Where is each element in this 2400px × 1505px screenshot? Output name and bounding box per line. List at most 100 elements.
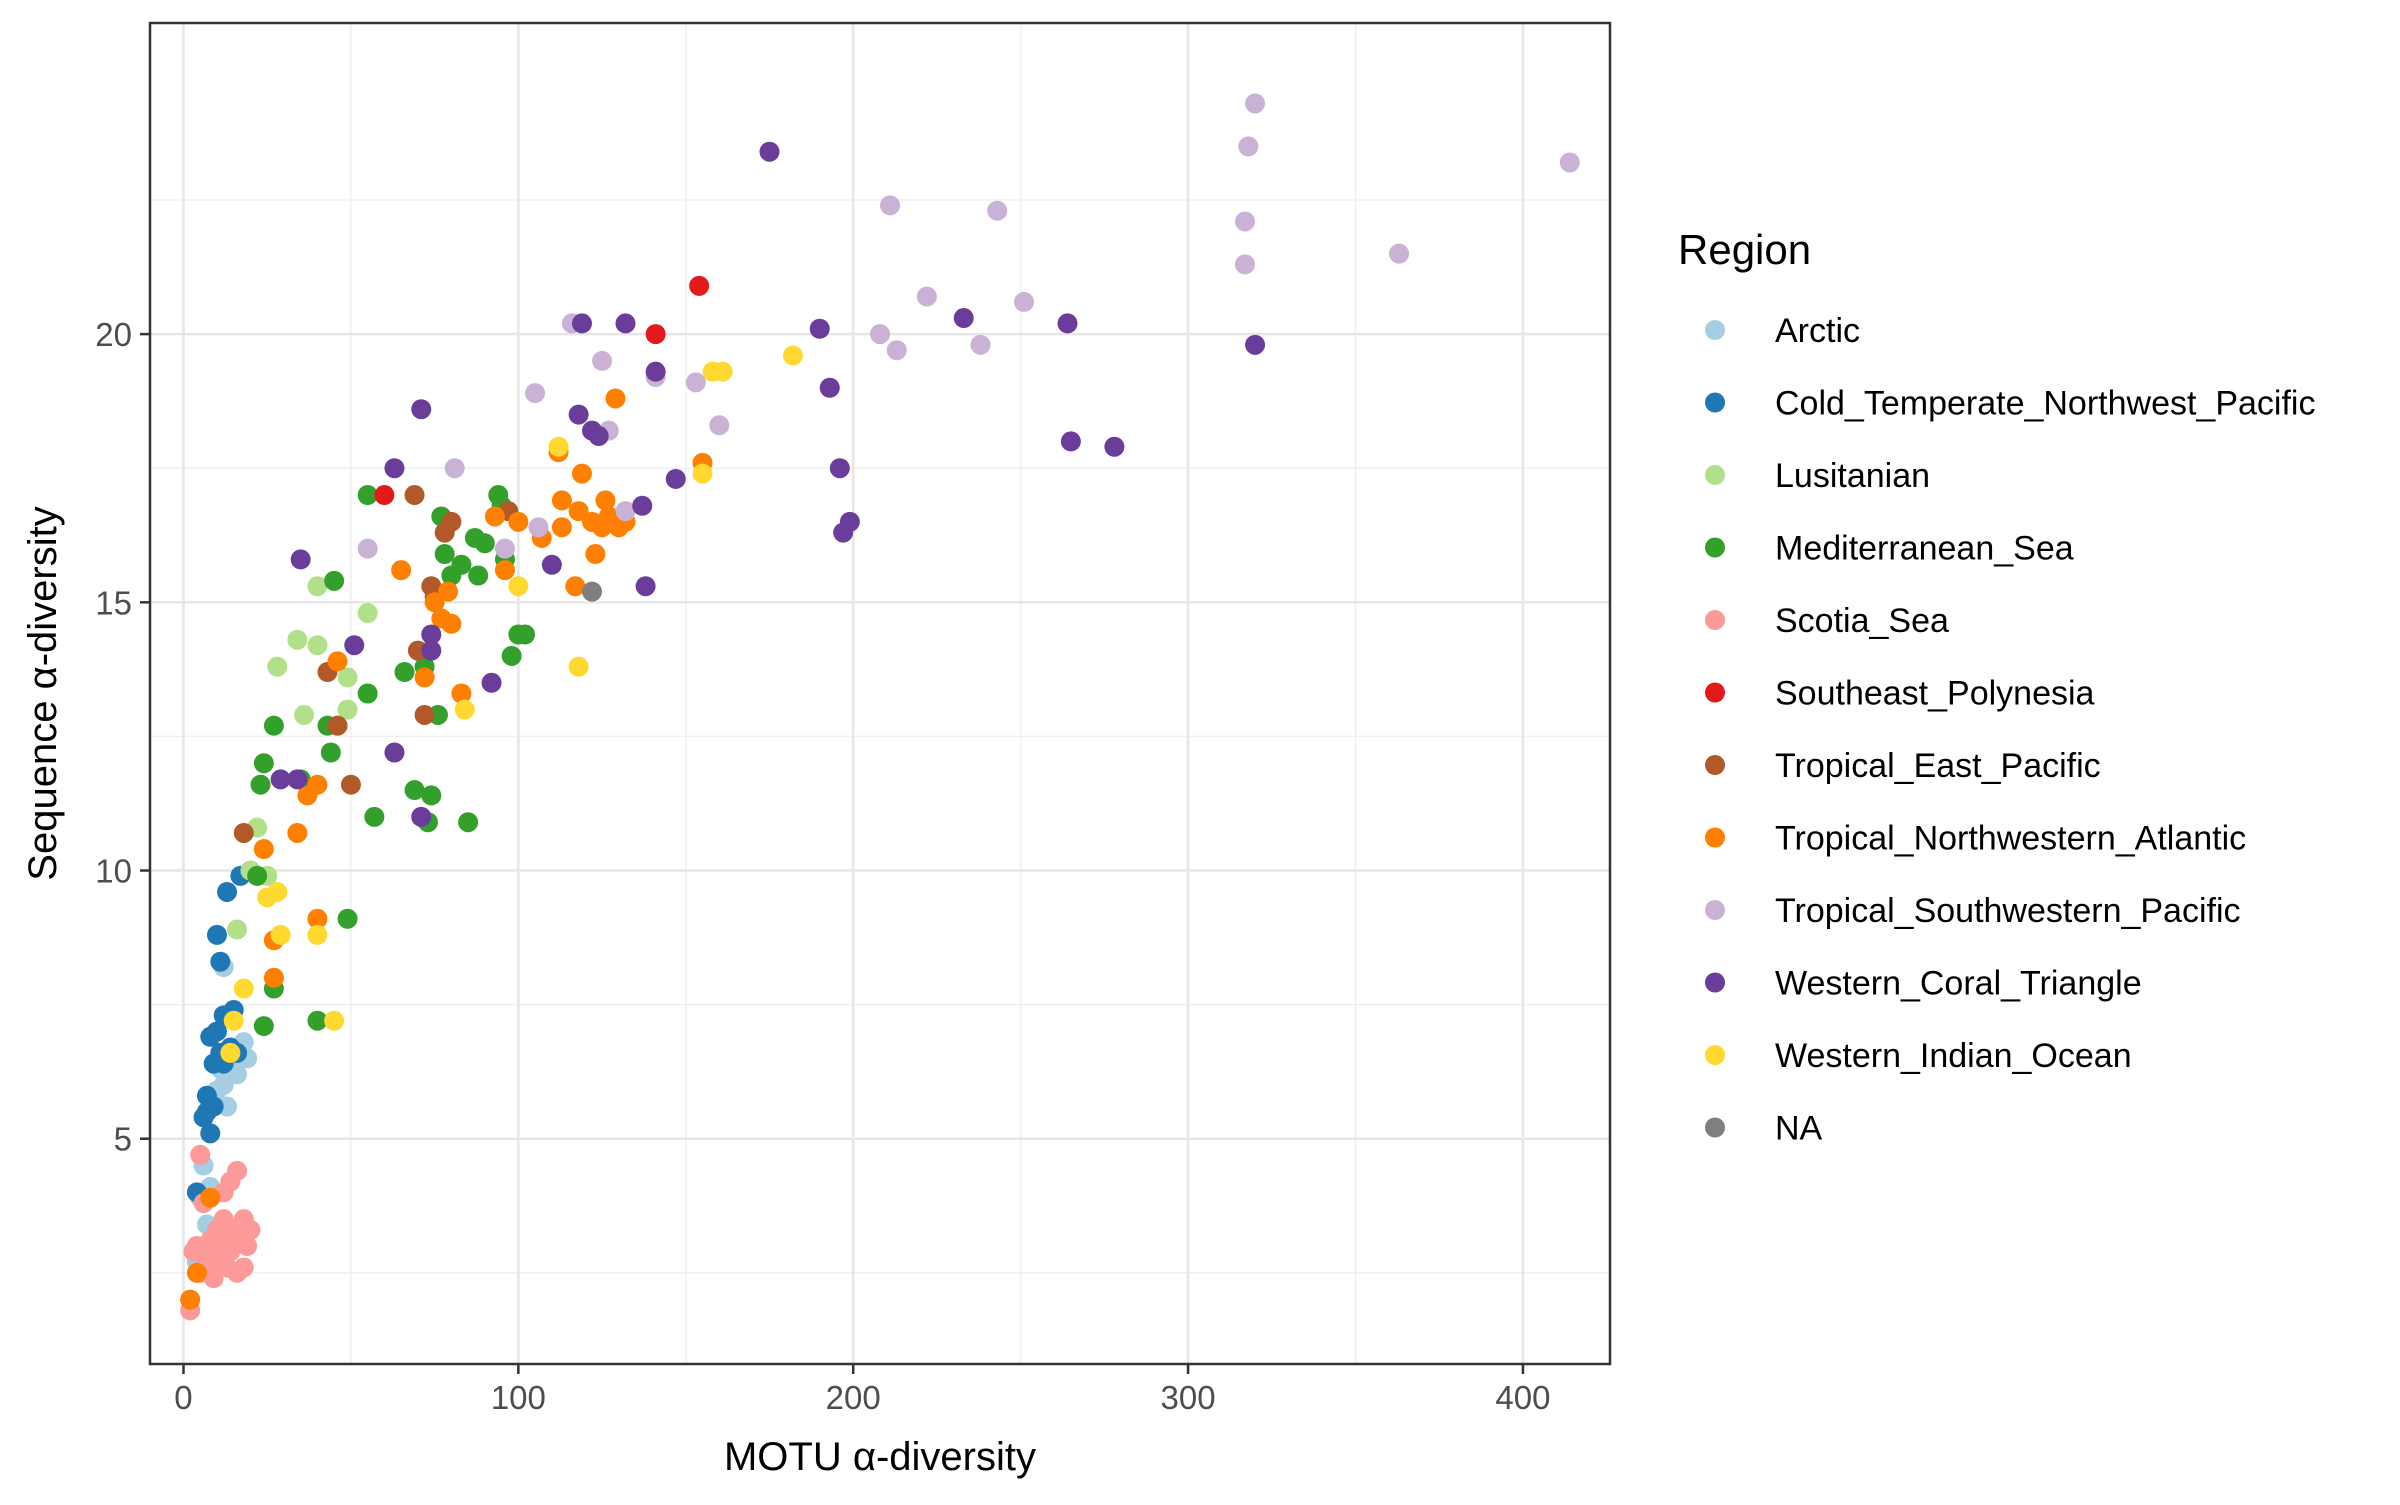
data-point [180, 1289, 201, 1310]
data-point [1104, 436, 1125, 457]
data-point [374, 485, 395, 506]
data-point [263, 967, 284, 988]
x-tick-label: 300 [1161, 1379, 1216, 1416]
data-point [424, 592, 445, 613]
data-point [357, 683, 378, 704]
data-point [665, 468, 686, 489]
data-point [233, 822, 254, 843]
data-point [1559, 152, 1580, 173]
data-point [384, 742, 405, 763]
data-point [196, 1101, 217, 1122]
data-point [528, 517, 549, 538]
data-point [481, 672, 502, 693]
data-point [324, 1010, 345, 1031]
data-point [880, 195, 901, 216]
data-point [565, 576, 586, 597]
axis-ticks: 0 100 200 300 400 5 10 15 20 [95, 316, 1550, 1416]
data-point [645, 324, 666, 345]
x-tick-label: 400 [1495, 1379, 1550, 1416]
data-point [571, 313, 592, 334]
data-point [227, 919, 248, 940]
legend-key [1705, 537, 1725, 558]
data-point [267, 881, 288, 902]
data-point [515, 624, 536, 645]
y-tick-label: 20 [95, 316, 132, 353]
data-point [364, 806, 385, 827]
data-point [421, 576, 442, 597]
legend-key [1705, 1117, 1725, 1138]
data-point [307, 635, 328, 656]
data-point [203, 1268, 224, 1289]
data-point [421, 785, 442, 806]
x-tick-label: 100 [491, 1379, 546, 1416]
legend-key [1705, 610, 1725, 630]
data-point [484, 506, 505, 527]
data-point [1245, 93, 1266, 114]
data-point [223, 1010, 244, 1031]
data-point [568, 656, 589, 677]
data-point [217, 881, 238, 902]
data-point [508, 576, 529, 597]
data-point [206, 924, 227, 945]
data-point [1013, 291, 1034, 312]
data-point [337, 908, 358, 929]
data-point [421, 624, 442, 645]
data-point [307, 774, 328, 795]
data-point [635, 576, 656, 597]
data-point [287, 769, 308, 790]
data-point [508, 511, 529, 532]
data-point [829, 458, 850, 479]
data-point [588, 426, 609, 447]
data-point [441, 511, 462, 532]
data-point [494, 538, 515, 559]
data-point [474, 533, 495, 554]
data-point [394, 662, 415, 683]
data-point [270, 924, 291, 945]
data-point [605, 388, 626, 409]
data-point [247, 865, 268, 886]
data-point [190, 1144, 211, 1165]
legend-label: Western_Indian_Ocean [1775, 1037, 2132, 1075]
data-point [270, 769, 291, 790]
data-point [327, 715, 348, 736]
data-point [1238, 136, 1259, 157]
data-point [404, 780, 425, 801]
data-point [585, 544, 606, 565]
legend-key [1705, 320, 1725, 340]
data-point [592, 350, 613, 371]
data-point [320, 742, 341, 763]
data-point [1057, 313, 1078, 334]
legend-key [1705, 682, 1725, 703]
legend-key [1705, 392, 1725, 413]
data-point [501, 645, 522, 666]
data-point [551, 490, 572, 511]
legend-key [1705, 827, 1725, 848]
legend-label: Western_Coral_Triangle [1775, 965, 2142, 1003]
legend-key [1705, 1045, 1725, 1065]
data-point [324, 570, 345, 591]
data-point [253, 753, 274, 774]
data-point [615, 501, 636, 522]
data-point [411, 399, 432, 420]
data-point [434, 544, 455, 565]
data-point [357, 485, 378, 506]
data-point [237, 1235, 258, 1256]
legend-label: Tropical_East_Pacific [1775, 747, 2101, 785]
legend-title: Region [1678, 226, 1811, 273]
data-point [819, 377, 840, 398]
data-point [809, 318, 830, 339]
data-point [454, 699, 475, 720]
data-point [468, 565, 489, 586]
data-point [451, 554, 472, 575]
legend-label: Arctic [1775, 312, 1860, 350]
data-point [307, 924, 328, 945]
data-point [839, 511, 860, 532]
data-point [548, 436, 569, 457]
x-axis-title: MOTU α-diversity [724, 1435, 1036, 1479]
data-point [632, 495, 653, 516]
data-point [568, 501, 589, 522]
data-point [709, 415, 730, 436]
data-point [404, 485, 425, 506]
data-point [240, 1219, 261, 1240]
data-point [227, 1160, 248, 1181]
